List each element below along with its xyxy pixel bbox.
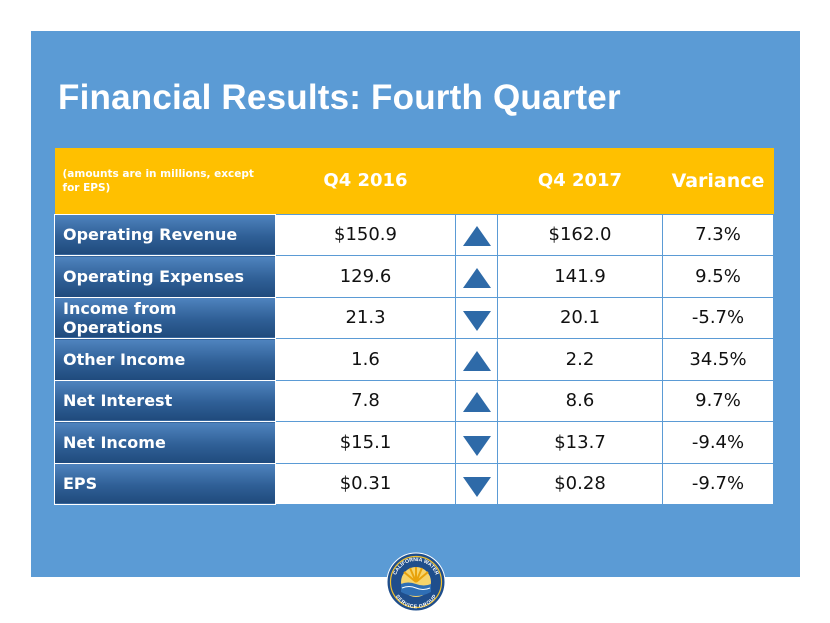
triangle-down-icon bbox=[462, 311, 491, 331]
q4-2016-value: 1.6 bbox=[275, 338, 456, 381]
increase-arrow-cell bbox=[455, 213, 498, 256]
row-label: Other Income bbox=[54, 338, 276, 381]
triangle-up-icon bbox=[462, 350, 491, 371]
variance-value: 9.5% bbox=[662, 255, 774, 298]
q4-2017-value: 8.6 bbox=[497, 379, 663, 422]
variance-value: -9.4% bbox=[662, 421, 774, 464]
q4-2017-value: 20.1 bbox=[497, 296, 663, 339]
amounts-note: (amounts are in millions, except for EPS… bbox=[54, 148, 276, 214]
increase-arrow-cell bbox=[455, 379, 498, 422]
triangle-down-icon bbox=[462, 477, 491, 497]
variance-value: 34.5% bbox=[662, 338, 774, 381]
table-row: Other Income 1.6 2.2 34.5% bbox=[54, 338, 774, 381]
q4-2016-value: $15.1 bbox=[275, 421, 456, 464]
table-row: Net Income $15.1 $13.7 -9.4% bbox=[54, 421, 774, 464]
q4-2017-value: $0.28 bbox=[497, 462, 663, 505]
q4-2016-value: 129.6 bbox=[275, 255, 456, 298]
decrease-arrow-cell bbox=[455, 421, 498, 464]
row-label: Net Income bbox=[54, 421, 276, 464]
row-label: Income from Operations bbox=[54, 296, 276, 339]
variance-value: 7.3% bbox=[662, 213, 774, 256]
table-row: Income from Operations 21.3 20.1 -5.7% bbox=[54, 296, 774, 339]
header-arrow-spacer bbox=[455, 148, 498, 214]
california-water-service-group-logo: CALIFORNIA WATER SERVICE GROUP bbox=[386, 552, 446, 612]
decrease-arrow-cell bbox=[455, 296, 498, 339]
increase-arrow-cell bbox=[455, 338, 498, 381]
header-q4-2017: Q4 2017 bbox=[497, 148, 663, 214]
row-label: Net Interest bbox=[54, 379, 276, 422]
slide-title: Financial Results: Fourth Quarter bbox=[58, 78, 621, 117]
table-row: Operating Expenses 129.6 141.9 9.5% bbox=[54, 255, 774, 298]
header-q4-2016: Q4 2016 bbox=[275, 148, 456, 214]
q4-2016-value: 7.8 bbox=[275, 379, 456, 422]
q4-2017-value: $13.7 bbox=[497, 421, 663, 464]
triangle-up-icon bbox=[462, 226, 491, 246]
triangle-up-icon bbox=[462, 267, 491, 288]
q4-2017-value: 141.9 bbox=[497, 255, 663, 298]
row-label: EPS bbox=[54, 462, 276, 505]
table-row: Net Interest 7.8 8.6 9.7% bbox=[54, 379, 774, 422]
q4-2017-value: $162.0 bbox=[497, 213, 663, 256]
header-variance: Variance bbox=[662, 148, 774, 214]
financial-results-table: (amounts are in millions, except for EPS… bbox=[54, 148, 774, 505]
table-row: EPS $0.31 $0.28 -9.7% bbox=[54, 462, 774, 505]
q4-2016-value: 21.3 bbox=[275, 296, 456, 339]
variance-value: -5.7% bbox=[662, 296, 774, 339]
increase-arrow-cell bbox=[455, 255, 498, 298]
table-row: Operating Revenue $150.9 $162.0 7.3% bbox=[54, 213, 774, 256]
variance-value: 9.7% bbox=[662, 379, 774, 422]
q4-2017-value: 2.2 bbox=[497, 338, 663, 381]
row-label: Operating Expenses bbox=[54, 255, 276, 298]
triangle-down-icon bbox=[462, 435, 491, 456]
q4-2016-value: $0.31 bbox=[275, 462, 456, 505]
q4-2016-value: $150.9 bbox=[275, 213, 456, 256]
decrease-arrow-cell bbox=[455, 462, 498, 505]
row-label: Operating Revenue bbox=[54, 213, 276, 256]
table-header-row: (amounts are in millions, except for EPS… bbox=[54, 148, 774, 214]
variance-value: -9.7% bbox=[662, 462, 774, 505]
triangle-up-icon bbox=[462, 392, 491, 412]
